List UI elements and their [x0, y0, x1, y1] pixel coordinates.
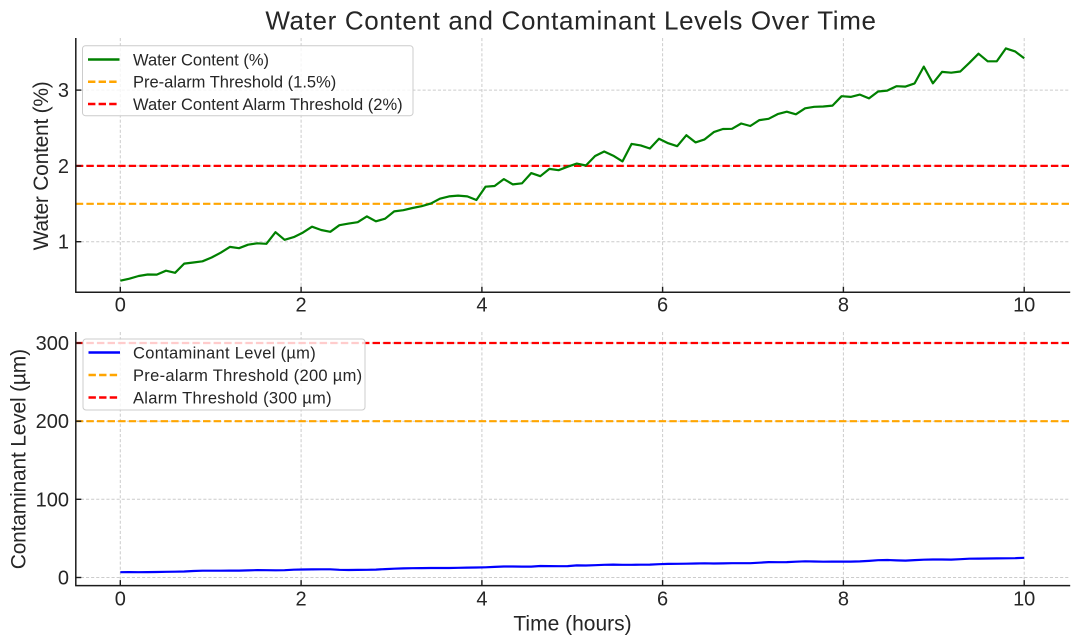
- svg-text:2: 2: [296, 588, 307, 610]
- svg-text:Contaminant Level (µm): Contaminant Level (µm): [8, 349, 31, 569]
- svg-text:Time (hours): Time (hours): [513, 613, 631, 636]
- svg-text:6: 6: [657, 295, 668, 317]
- svg-text:Pre-alarm Threshold (1.5%): Pre-alarm Threshold (1.5%): [133, 74, 336, 92]
- svg-text:0: 0: [115, 295, 126, 317]
- svg-text:4: 4: [476, 588, 487, 610]
- svg-text:3: 3: [58, 80, 69, 102]
- svg-text:Water Content Alarm Threshold: Water Content Alarm Threshold (2%): [133, 96, 403, 114]
- svg-text:2: 2: [296, 295, 307, 317]
- svg-text:300: 300: [36, 333, 69, 355]
- svg-text:200: 200: [36, 411, 69, 433]
- svg-text:100: 100: [36, 489, 69, 511]
- svg-text:Water Content and Contaminant: Water Content and Contaminant Levels Ove…: [265, 6, 876, 36]
- svg-text:Contaminant Level (µm): Contaminant Level (µm): [133, 345, 316, 363]
- svg-text:10: 10: [1013, 588, 1035, 610]
- svg-text:Alarm Threshold (300 µm): Alarm Threshold (300 µm): [133, 390, 332, 408]
- svg-text:0: 0: [115, 588, 126, 610]
- svg-text:0: 0: [58, 568, 69, 590]
- svg-text:Pre-alarm Threshold (200 µm): Pre-alarm Threshold (200 µm): [133, 367, 362, 385]
- svg-text:8: 8: [838, 588, 849, 610]
- svg-text:2: 2: [58, 156, 69, 178]
- svg-text:8: 8: [838, 295, 849, 317]
- svg-text:Water Content (%): Water Content (%): [30, 81, 53, 250]
- svg-text:4: 4: [476, 295, 487, 317]
- svg-text:6: 6: [657, 588, 668, 610]
- svg-text:10: 10: [1013, 295, 1035, 317]
- svg-text:Water Content (%): Water Content (%): [133, 52, 269, 70]
- svg-text:1: 1: [58, 232, 69, 254]
